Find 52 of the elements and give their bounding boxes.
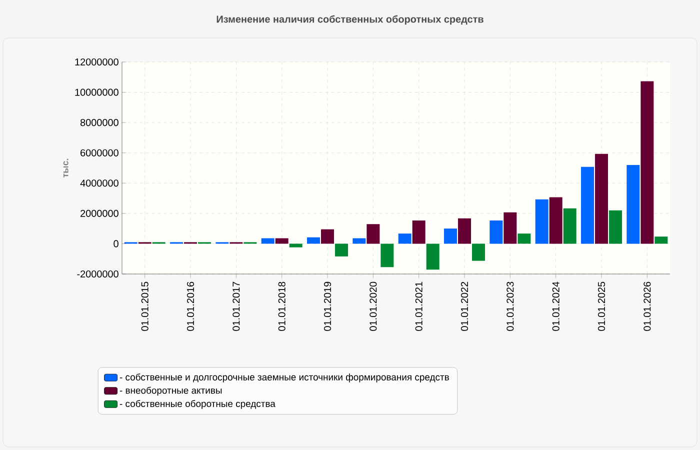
bar: [535, 199, 548, 244]
bar: [490, 220, 503, 244]
bar: [398, 234, 412, 244]
bar: [275, 238, 288, 244]
bar: [458, 218, 472, 244]
x-tick-label: 01.01.2019: [324, 282, 332, 331]
x-tick-label: 01.01.2017: [232, 282, 240, 331]
bar: [654, 236, 668, 244]
x-tick-label: 01.01.2026: [644, 282, 651, 331]
bar: [640, 81, 654, 244]
y-tick-label: 12000000: [75, 58, 118, 66]
bar: [626, 164, 640, 244]
y-tick-label: 4000000: [80, 180, 118, 187]
bar: [563, 208, 576, 244]
bar: [504, 212, 517, 244]
bar: [335, 244, 348, 256]
bar: [289, 244, 302, 248]
x-tick-label: 01.01.2020: [370, 282, 377, 331]
y-tick-label: 8000000: [80, 119, 118, 126]
x-tick-label: 01.01.2025: [598, 282, 606, 331]
bar: [307, 237, 320, 244]
bar: [352, 238, 366, 244]
bar: [412, 220, 426, 244]
bar: [380, 244, 394, 268]
x-tick-label: 01.01.2021: [415, 282, 422, 331]
bar: [261, 238, 274, 244]
y-axis-title: тыс.: [63, 158, 68, 178]
bar: [321, 229, 334, 244]
bar: [609, 210, 622, 244]
x-tick-label: 01.01.2016: [186, 282, 194, 331]
x-tick-label: 01.01.2015: [141, 282, 148, 331]
legend-label: - внеоборотные активы: [120, 386, 222, 396]
bar: [444, 228, 458, 244]
chart-title: Изменение наличия собственных оборотных средств: [216, 15, 484, 25]
x-tick-label: 01.01.2024: [552, 282, 560, 331]
x-tick-label: 01.01.2022: [460, 282, 468, 331]
legend-label: - собственные оборотные средства: [120, 400, 276, 409]
y-tick-label: -2000000: [77, 270, 118, 278]
bar: [366, 224, 380, 244]
bar: [595, 154, 608, 244]
bar: [581, 166, 594, 244]
y-tick-label: 0: [114, 240, 118, 248]
y-tick-label: 10000000: [75, 88, 118, 96]
bar: [549, 197, 562, 244]
y-tick-label: 2000000: [80, 210, 118, 217]
bar: [426, 244, 440, 270]
x-tick-label: 01.01.2023: [506, 282, 514, 331]
legend-label: - собственные и долгосрочные заемные источники формирования средств: [120, 373, 449, 382]
bar: [472, 244, 486, 261]
x-tick-label: 01.01.2018: [278, 282, 286, 331]
bar: [518, 234, 531, 244]
y-tick-label: 6000000: [80, 149, 118, 156]
